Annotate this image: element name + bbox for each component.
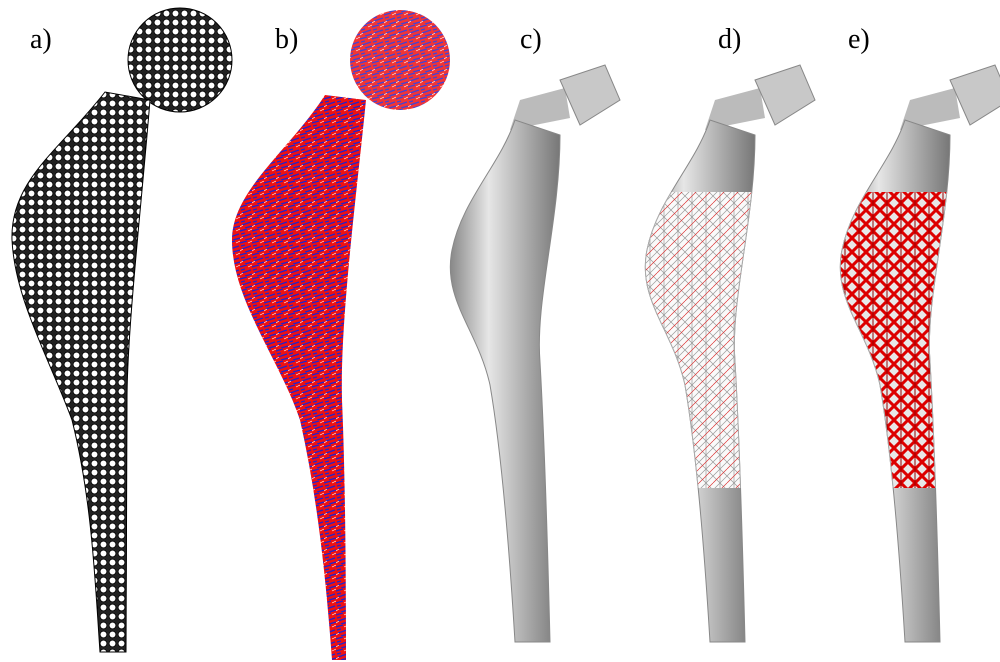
head-points	[350, 10, 450, 110]
panel-label: a)	[30, 24, 52, 55]
figure: a) b) c) d) e)	[0, 0, 1000, 662]
stem-solid	[450, 65, 620, 642]
stem-mesh	[12, 92, 150, 652]
panel-label: d)	[718, 24, 741, 55]
stem-points	[232, 95, 366, 660]
page-body: {"panels": [{"label": "a)"}, {"label": "…	[0, 0, 1000, 662]
panel-label: e)	[848, 24, 870, 55]
panel-label: c)	[520, 24, 542, 55]
stem-lattice-sparse	[645, 65, 815, 642]
panel-label: b)	[275, 24, 298, 55]
stem-lattice-dense	[840, 65, 1000, 642]
head-mesh	[128, 8, 232, 112]
page: Implant figure html, body { margin: 0; p…	[0, 0, 1000, 662]
